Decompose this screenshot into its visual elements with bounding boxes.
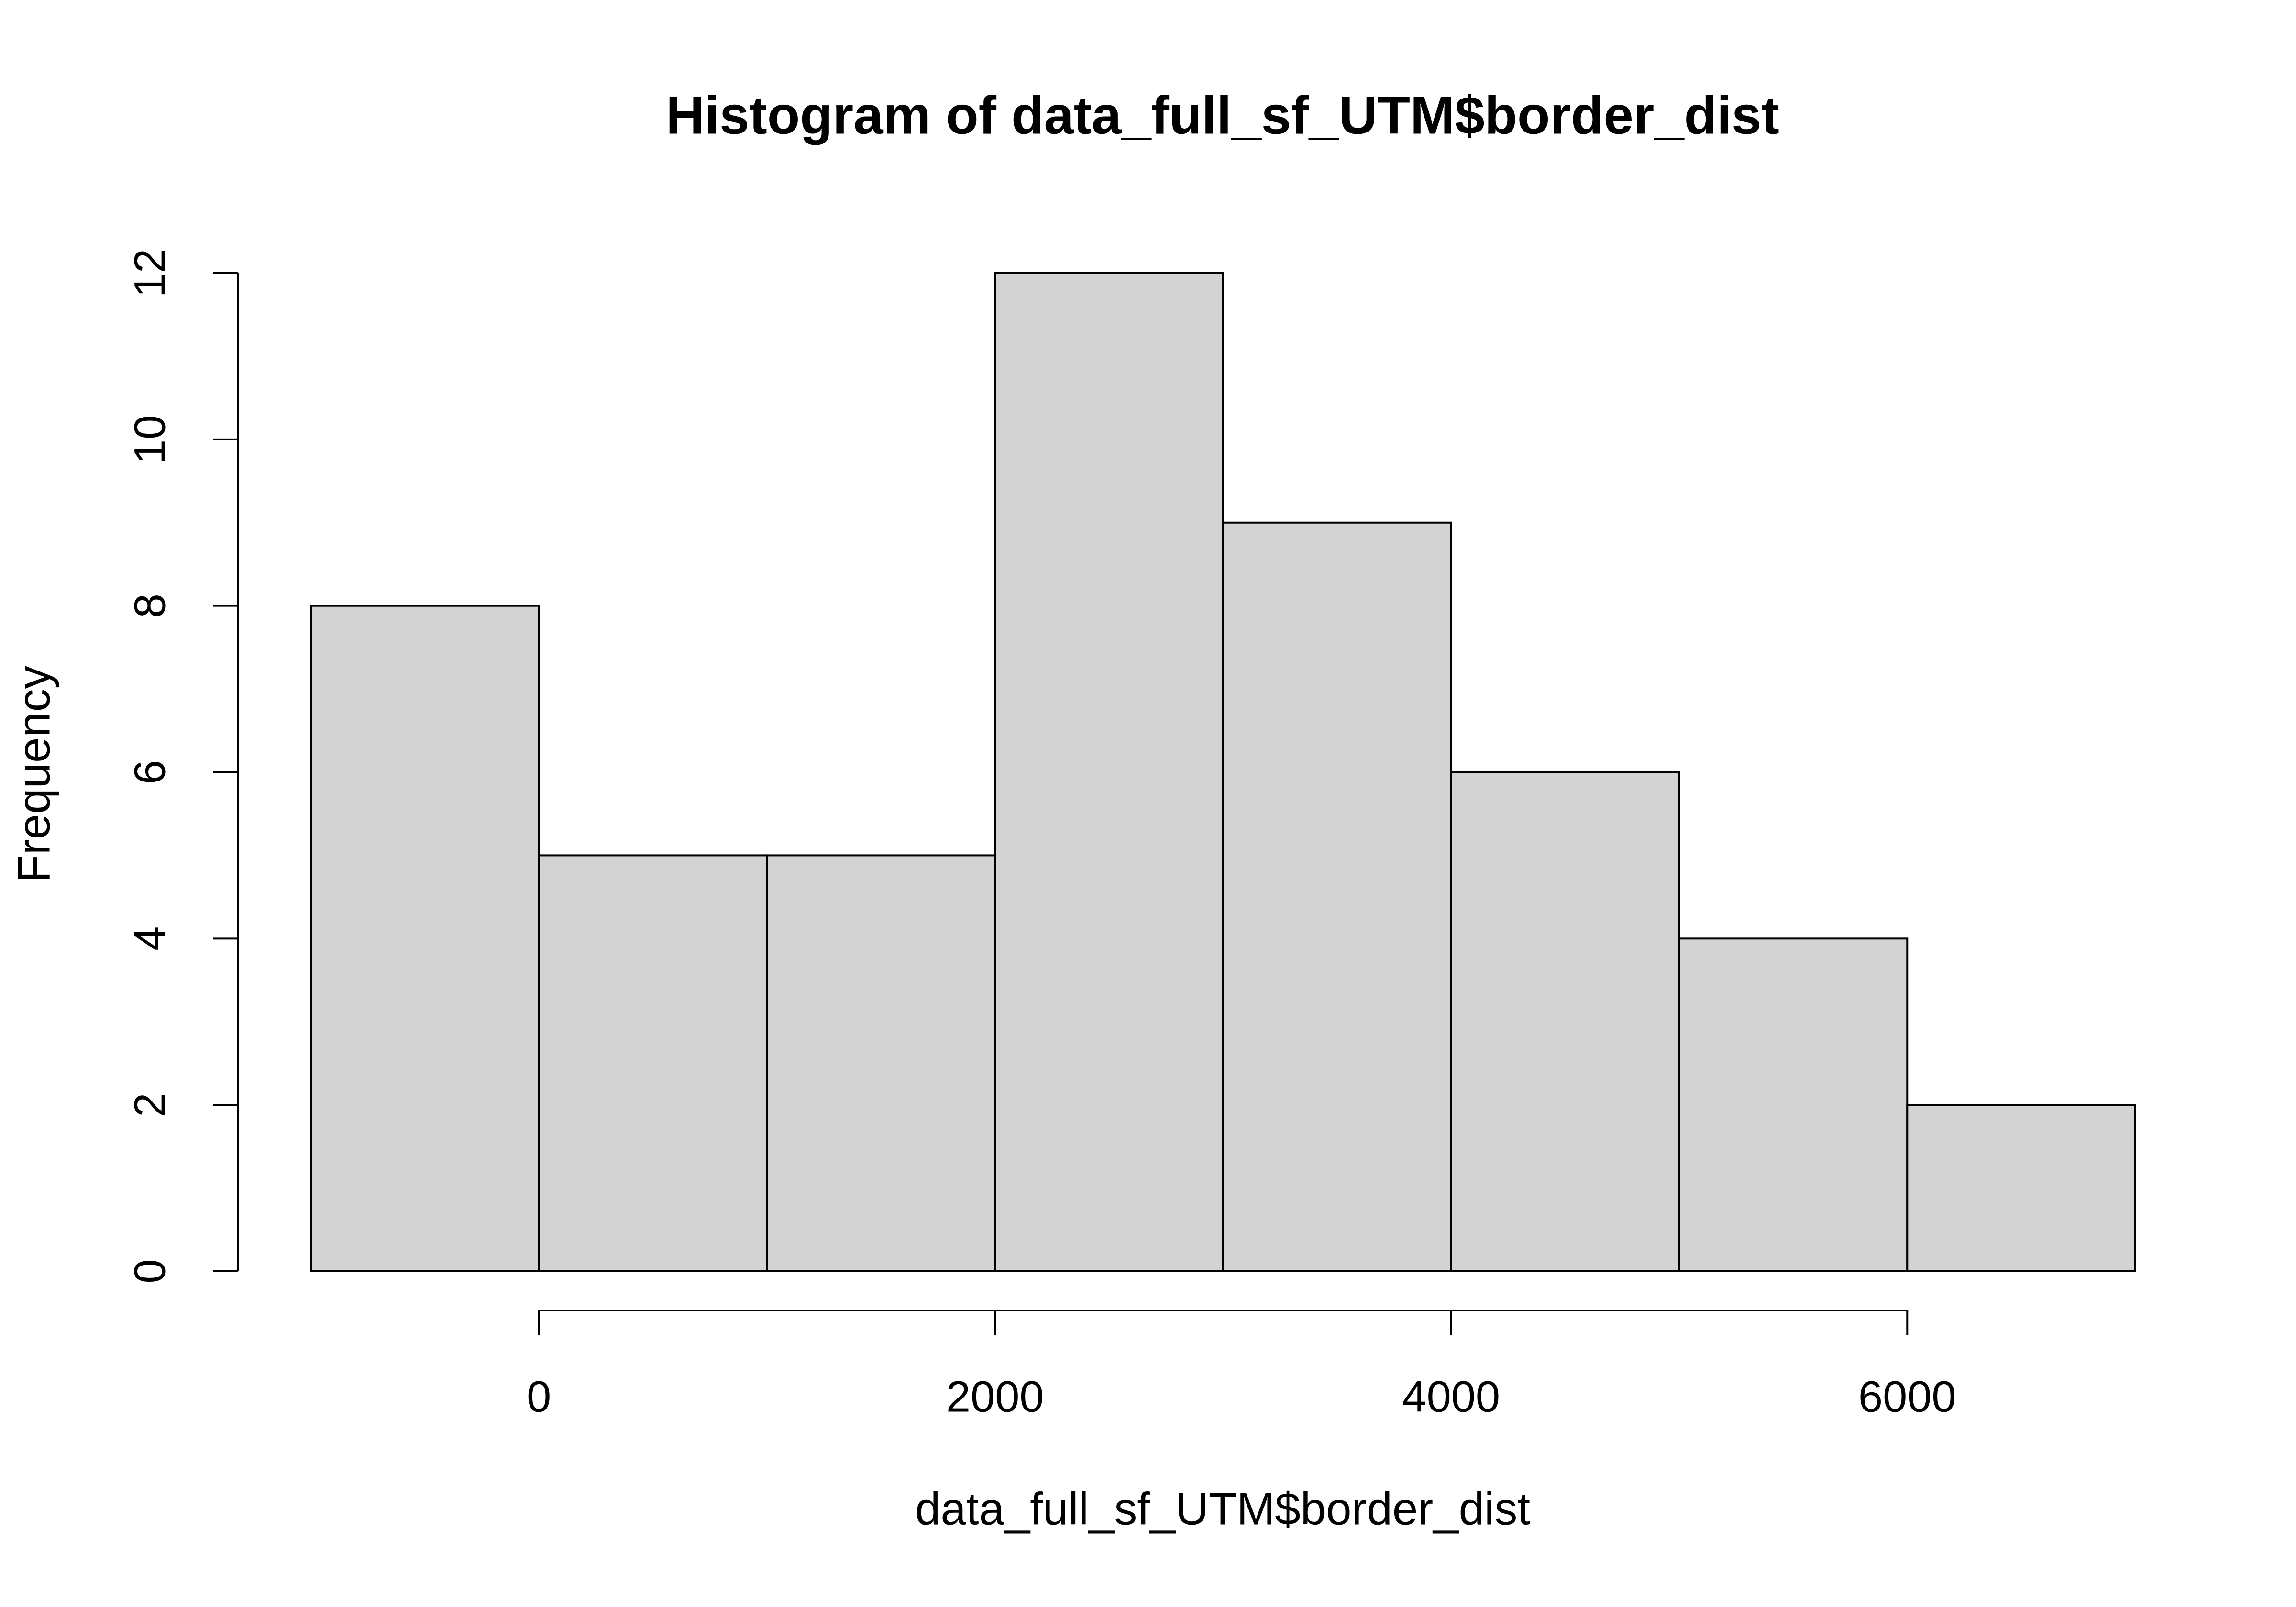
y-tick-label: 0: [125, 1259, 174, 1283]
bar: [310, 605, 540, 1272]
chart-title: Histogram of data_full_sf_UTM$border_dis…: [666, 86, 1779, 145]
y-tick-label: 4: [125, 926, 174, 951]
y-tick-label: 10: [125, 415, 174, 464]
x-tick-label: 2000: [946, 1372, 1044, 1421]
bar: [994, 272, 1224, 1272]
x-tick-label: 4000: [1402, 1372, 1500, 1421]
y-tick-label: 12: [125, 249, 174, 297]
y-axis-label: Frequency: [8, 666, 59, 883]
y-tick-label: 8: [125, 594, 174, 618]
y-tick-label: 2: [125, 1093, 174, 1117]
x-tick-label: 6000: [1858, 1372, 1956, 1421]
bar: [1450, 771, 1680, 1272]
x-axis-label: data_full_sf_UTM$border_dist: [915, 1483, 1530, 1534]
bar: [766, 854, 996, 1272]
x-tick-label: 0: [527, 1372, 551, 1421]
bar: [1906, 1104, 2136, 1273]
bar: [1678, 937, 1909, 1273]
bar: [538, 854, 768, 1272]
y-tick-label: 6: [125, 760, 174, 784]
bar: [1222, 521, 1452, 1272]
